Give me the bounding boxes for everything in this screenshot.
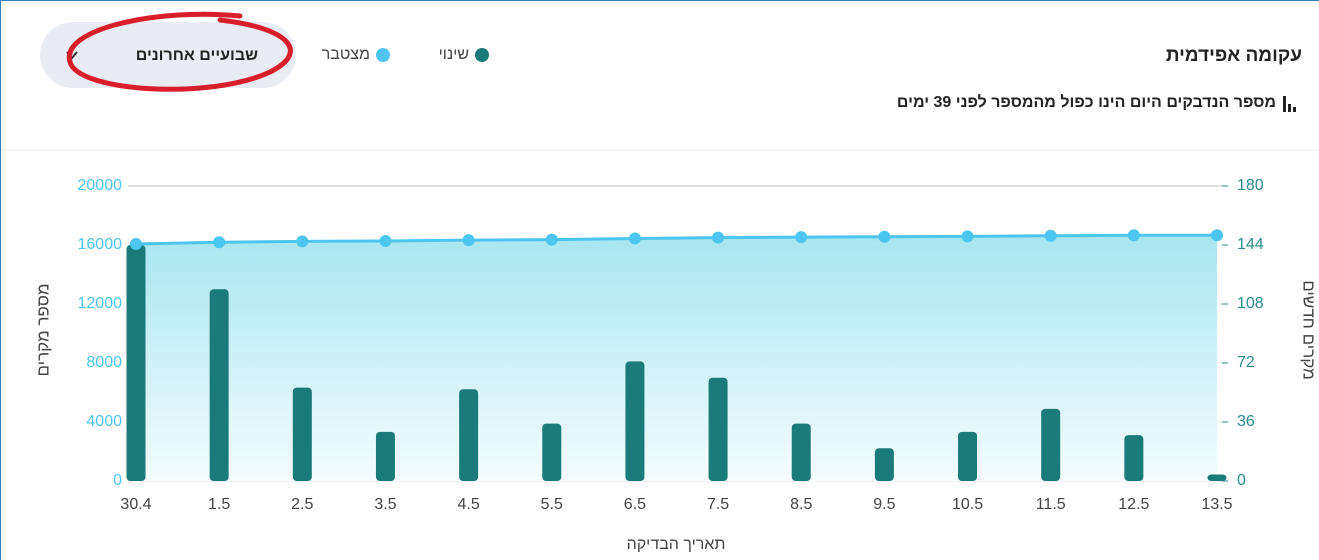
x-tick-label: 5.5 — [541, 496, 563, 513]
bar — [292, 387, 312, 481]
y-tick-label: 16000 — [78, 236, 123, 253]
x-tick-label: 9.5 — [873, 496, 895, 513]
line-point — [545, 233, 558, 246]
y-tick-label: 8000 — [86, 354, 122, 371]
bar — [1124, 435, 1144, 481]
y2-tick-label: 36 — [1237, 413, 1255, 430]
dropdown[interactable] — [40, 22, 296, 88]
title: עקומה אפידמית — [1166, 45, 1302, 66]
bar — [542, 423, 562, 481]
line-point — [878, 230, 891, 243]
line-point — [628, 232, 641, 245]
line-point — [712, 231, 725, 244]
line-point — [296, 235, 309, 248]
legend-swatch — [475, 48, 489, 62]
bar — [375, 431, 395, 481]
x-tick-label: 1.5 — [208, 496, 230, 513]
line-point — [379, 234, 392, 247]
bar — [1207, 474, 1227, 481]
bar — [209, 289, 229, 481]
bar — [708, 377, 728, 481]
y2-tick-label: 108 — [1237, 295, 1264, 312]
x-tick-label: 12.5 — [1118, 496, 1149, 513]
x-tick-label: 11.5 — [1036, 496, 1066, 513]
subtitle: מספר הנדבקים היום הינו כפול מהמספר לפני … — [897, 93, 1276, 111]
bar — [1041, 408, 1061, 481]
line-point — [130, 237, 142, 250]
line-point — [1044, 229, 1057, 242]
legend-swatch — [376, 48, 390, 62]
bar — [625, 361, 645, 481]
bar — [126, 245, 146, 481]
legend-label: שינוי — [439, 46, 469, 63]
dropdown-label[interactable]: שבועיים אחרונים — [136, 47, 258, 64]
x-tick-label: 4.5 — [457, 496, 479, 513]
y2-tick-label: 72 — [1237, 354, 1255, 371]
x-tick-label: 3.5 — [374, 496, 396, 513]
x-tick-label: 13.5 — [1201, 496, 1232, 513]
y2-tick-label: 180 — [1237, 177, 1264, 194]
y-tick-label: 12000 — [78, 295, 123, 312]
line-point — [213, 236, 226, 249]
y2-tick-label: 144 — [1237, 236, 1264, 253]
y2-tick-label: 0 — [1237, 472, 1246, 489]
line — [135, 233, 1218, 246]
line-point — [795, 231, 808, 244]
bar — [459, 389, 479, 481]
bar — [958, 431, 978, 481]
x-tick-label: 7.5 — [707, 496, 729, 513]
bar — [791, 423, 811, 481]
y-tick-label: 4000 — [86, 413, 122, 430]
y-tick-label: 20000 — [78, 177, 123, 194]
annotation-circle — [66, 11, 293, 92]
line-point — [1211, 229, 1223, 242]
x-axis-label: תאריך הבדיקה — [627, 536, 726, 553]
x-tick-label: 8.5 — [790, 496, 812, 513]
y-axis-label: מספר מקרים — [33, 283, 52, 376]
trend-icon — [1283, 96, 1296, 112]
y2-axis-label: מקרים חדשים — [1300, 280, 1319, 380]
legend-label: מצטבר — [322, 46, 370, 63]
line-point — [462, 234, 475, 247]
x-tick-label: 2.5 — [291, 496, 313, 513]
x-tick-label: 6.5 — [624, 496, 646, 513]
y-tick-label: 0 — [113, 472, 122, 489]
area — [136, 235, 1217, 481]
line-point — [1127, 229, 1140, 242]
x-tick-label: 10.5 — [952, 496, 983, 513]
line-point — [961, 230, 974, 243]
x-tick-label: 30.4 — [120, 496, 151, 513]
bar — [874, 448, 894, 481]
